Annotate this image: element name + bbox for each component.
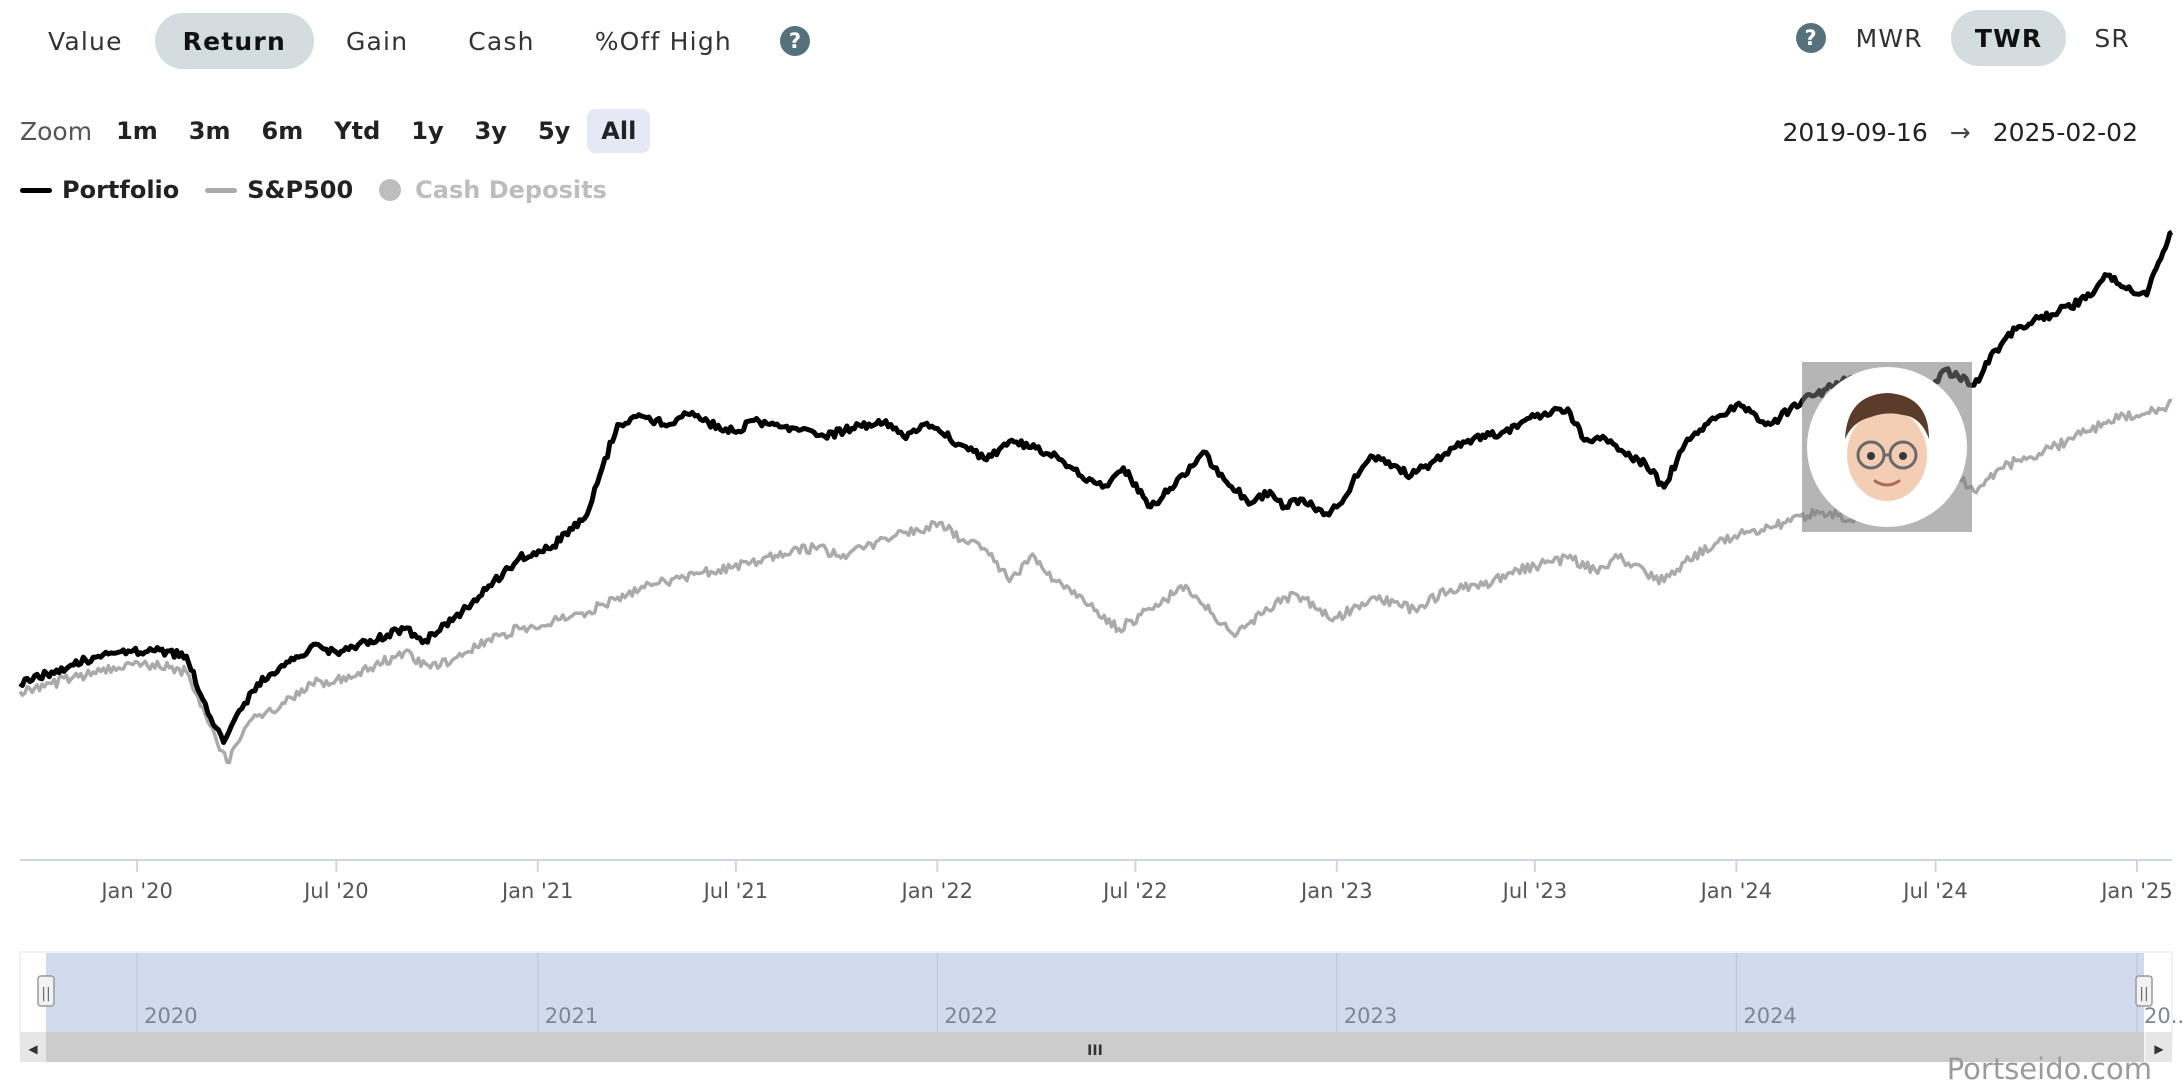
scroll-left-arrow-icon: ◀: [28, 1042, 38, 1056]
navigator-selection[interactable]: [46, 953, 2144, 1041]
navigator-year-label: 2022: [944, 1004, 997, 1028]
metric-tabs: Value Return Gain Cash %Off High ?: [20, 12, 810, 70]
zoom-ytd-button[interactable]: Ytd: [334, 117, 381, 145]
legend-line-icon: [20, 187, 52, 193]
svg-text:||: ||: [2139, 986, 2148, 1002]
x-tick-label: Jan '20: [99, 879, 173, 903]
x-axis: Jan '20 Jul '20 Jan '21 Jul '21 Jan '22 Jul '…: [99, 860, 2173, 903]
x-tick-label: Jul '21: [702, 879, 769, 903]
avatar-circle: [1807, 367, 1967, 527]
legend-label: Cash Deposits: [415, 176, 607, 204]
navigator-year-label: 20...: [2144, 1004, 2182, 1028]
tab-gain[interactable]: Gain: [345, 26, 409, 56]
legend-item-portfolio[interactable]: Portfolio: [20, 176, 179, 204]
navigator-left-handle[interactable]: ||: [37, 975, 55, 1007]
legend-item-sp500[interactable]: S&P500: [205, 176, 353, 204]
scroll-left-button[interactable]: [20, 1032, 46, 1062]
return-type-tabs: ? MWR TWR SR: [1795, 9, 2158, 67]
legend-dot-icon: [379, 179, 402, 201]
scroll-right-button[interactable]: [2146, 1032, 2172, 1062]
return-help-icon[interactable]: ?: [1795, 23, 1826, 53]
navigator-right-handle[interactable]: ||: [2135, 975, 2153, 1007]
tab-twr[interactable]: TWR: [1950, 10, 2067, 66]
x-tick-label: Jan '22: [900, 879, 974, 903]
tab-value[interactable]: Value: [48, 26, 123, 56]
x-tick-label: Jul '23: [1501, 879, 1568, 903]
x-tick-label: Jan '25: [2099, 879, 2173, 903]
chart-legend: Portfolio S&P500 Cash Deposits: [20, 172, 633, 208]
legend-label: S&P500: [247, 176, 354, 204]
date-range-arrow-icon: →: [1949, 117, 1971, 147]
x-tick-label: Jul '20: [302, 879, 369, 903]
scroll-right-arrow-icon: ▶: [2154, 1042, 2164, 1056]
x-tick-label: Jan '23: [1299, 879, 1373, 903]
x-tick-label: Jan '24: [1699, 879, 1773, 903]
scrollbar-grip-icon: III: [1087, 1043, 1103, 1059]
tab-off-high[interactable]: %Off High: [594, 26, 732, 56]
zoom-5y-button[interactable]: 5y: [537, 117, 571, 145]
tab-mwr[interactable]: MWR: [1855, 23, 1923, 53]
watermark: Portseido.com: [1946, 1052, 2152, 1086]
tab-cash[interactable]: Cash: [468, 26, 535, 56]
zoom-1y-button[interactable]: 1y: [411, 117, 444, 145]
help-icon[interactable]: ?: [779, 26, 810, 56]
legend-item-cash-deposits[interactable]: Cash Deposits: [379, 176, 607, 204]
x-tick-label: Jul '24: [1901, 879, 1968, 903]
tab-sr[interactable]: SR: [2094, 23, 2130, 53]
date-to-input[interactable]: 2025-02-02: [1992, 117, 2138, 147]
date-range: 2019-09-16 → 2025-02-02: [1782, 112, 2138, 152]
memoji-face-icon: [1845, 393, 1929, 501]
zoom-all-button[interactable]: All: [587, 109, 651, 153]
scrollbar[interactable]: III ◀ ▶: [20, 1032, 2172, 1062]
avatar[interactable]: [1802, 362, 1972, 532]
zoom-1m-button[interactable]: 1m: [116, 117, 158, 145]
x-tick-label: Jul '22: [1101, 879, 1168, 903]
zoom-label: Zoom: [20, 116, 93, 146]
zoom-3m-button[interactable]: 3m: [188, 117, 231, 145]
scrollbar-thumb[interactable]: [46, 1032, 2144, 1062]
performance-chart: Jan '20 Jul '20 Jan '21 Jul '21 Jan '22 Jul '…: [18, 229, 2182, 1062]
tab-return[interactable]: Return: [154, 13, 314, 69]
navigator-year-label: 2024: [1743, 1004, 1796, 1028]
zoom-6m-button[interactable]: 6m: [261, 117, 304, 145]
navigator-year-label: 2020: [144, 1004, 197, 1028]
legend-line-icon: [205, 187, 238, 193]
navigator-year-label: 2021: [545, 1004, 598, 1028]
navigator-year-label: 2023: [1344, 1004, 1397, 1028]
range-navigator[interactable]: 2020 2021 2022 2023 2024 20... || ||: [19, 951, 2182, 1043]
zoom-selector: Zoom 1m 3m 6m Ytd 1y 3y 5y All: [20, 108, 653, 154]
x-tick-label: Jan '21: [500, 879, 574, 903]
legend-label: Portfolio: [62, 176, 180, 204]
zoom-3y-button[interactable]: 3y: [474, 117, 507, 145]
svg-text:||: ||: [41, 986, 50, 1002]
date-from-input[interactable]: 2019-09-16: [1782, 117, 1928, 147]
